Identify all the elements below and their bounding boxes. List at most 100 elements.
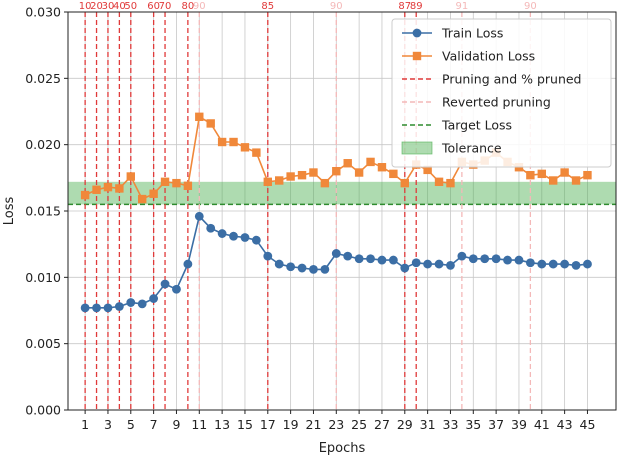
train-loss-point bbox=[263, 251, 273, 261]
train-loss-point bbox=[423, 259, 433, 269]
train-loss-point bbox=[571, 260, 581, 270]
reverted-pruning-label: 91 bbox=[456, 1, 469, 12]
train-loss-point bbox=[491, 254, 501, 264]
train-loss-point bbox=[537, 259, 547, 269]
x-tick-label: 31 bbox=[420, 417, 436, 432]
validation-loss-point bbox=[537, 169, 546, 179]
train-loss-point bbox=[503, 255, 512, 265]
pruning-event-label: 40 bbox=[113, 1, 126, 12]
train-loss-point bbox=[297, 263, 307, 273]
train-loss-point bbox=[560, 259, 570, 269]
validation-loss-point bbox=[309, 168, 318, 177]
train-loss-point bbox=[251, 235, 261, 245]
validation-loss-point bbox=[229, 137, 238, 147]
train-loss-point bbox=[240, 233, 250, 242]
train-loss-point bbox=[331, 249, 341, 258]
train-loss-point bbox=[354, 254, 364, 264]
train-loss-point bbox=[366, 254, 375, 264]
train-loss-point bbox=[434, 259, 444, 269]
x-tick-label: 7 bbox=[150, 417, 158, 432]
validation-loss-point bbox=[183, 181, 193, 190]
legend-reverted-pruning-label: Reverted pruning bbox=[442, 95, 551, 110]
y-tick-label: 0.025 bbox=[25, 71, 61, 86]
x-tick-label: 1 bbox=[81, 417, 89, 432]
pruning-event-label: 70 bbox=[159, 1, 172, 12]
series-lines bbox=[80, 112, 592, 313]
train-loss-point bbox=[343, 251, 353, 261]
axes: 1 3 5 7 9 11 13 15 17 19 21 23 25 27 29 31 33 35 37 39 41 43 4… bbox=[25, 5, 595, 433]
train-loss-point bbox=[194, 211, 204, 221]
validation-loss-point bbox=[560, 168, 569, 177]
x-tick-label: 43 bbox=[557, 417, 573, 432]
legend: Train Loss Validation Loss Pruning and % p… bbox=[391, 18, 612, 168]
validation-loss-point bbox=[160, 177, 170, 187]
validation-loss-point bbox=[80, 190, 90, 200]
train-loss-point bbox=[217, 229, 227, 238]
train-loss-point bbox=[149, 294, 159, 303]
validation-loss-point bbox=[115, 184, 124, 193]
x-tick-label: 23 bbox=[328, 417, 344, 432]
y-axis-title: Loss bbox=[2, 197, 17, 226]
train-loss-point bbox=[229, 231, 238, 241]
train-loss-point bbox=[320, 264, 330, 274]
legend-validation-loss-marker bbox=[412, 51, 422, 61]
pruning-event-label: 80 bbox=[182, 1, 195, 12]
x-tick-label: 19 bbox=[283, 417, 299, 432]
x-tick-label: 3 bbox=[104, 417, 112, 432]
train-loss-point bbox=[514, 255, 524, 265]
validation-loss-point bbox=[446, 178, 455, 188]
train-loss-point bbox=[377, 255, 387, 265]
train-loss-point bbox=[160, 279, 170, 289]
reverted-pruning-label: 90 bbox=[524, 1, 537, 12]
pruning-event-label: 30 bbox=[102, 1, 115, 12]
train-loss-point bbox=[583, 259, 592, 269]
x-tick-label: 5 bbox=[127, 417, 135, 432]
validation-loss-point bbox=[92, 185, 101, 194]
legend-target-loss-label: Target Loss bbox=[441, 118, 512, 133]
validation-loss-point bbox=[366, 157, 375, 167]
validation-loss-point bbox=[252, 148, 261, 157]
x-tick-label: 17 bbox=[260, 417, 276, 432]
x-tick-label: 27 bbox=[374, 417, 390, 432]
pruning-event-label: 87 bbox=[398, 1, 411, 12]
train-loss-point bbox=[309, 264, 318, 274]
validation-loss-point bbox=[434, 177, 444, 187]
train-loss-point bbox=[446, 260, 455, 270]
reverted-pruning-label: 90 bbox=[330, 1, 343, 12]
validation-loss-point bbox=[389, 169, 398, 179]
validation-loss-point bbox=[526, 170, 535, 180]
validation-loss-point bbox=[275, 176, 284, 185]
x-tick-label: 15 bbox=[237, 417, 253, 432]
y-tick-label: 0.000 bbox=[25, 403, 61, 418]
x-tick-label: 9 bbox=[172, 417, 180, 432]
legend-train-loss-label: Train Loss bbox=[441, 26, 503, 41]
validation-loss-point bbox=[320, 178, 330, 188]
train-loss-point bbox=[400, 263, 410, 273]
train-loss-point bbox=[137, 299, 147, 309]
x-tick-label: 29 bbox=[397, 417, 413, 432]
y-tick-label: 0.005 bbox=[25, 336, 61, 351]
validation-loss-point bbox=[549, 176, 558, 185]
train-loss-point bbox=[274, 259, 284, 269]
x-tick-label: 25 bbox=[351, 417, 367, 432]
validation-loss-point bbox=[206, 119, 215, 128]
train-loss-point bbox=[183, 259, 193, 269]
train-loss-point bbox=[103, 303, 113, 313]
x-tick-label: 41 bbox=[534, 417, 550, 432]
y-tick-label: 0.015 bbox=[25, 204, 61, 219]
train-loss-point bbox=[172, 284, 181, 294]
train-loss-point bbox=[525, 258, 535, 268]
reverted-pruning-label: 90 bbox=[193, 1, 206, 12]
legend-validation-loss-label: Validation Loss bbox=[442, 49, 535, 64]
x-tick-label: 11 bbox=[191, 417, 207, 432]
train-loss-point bbox=[411, 258, 421, 268]
tolerance-rect bbox=[68, 181, 616, 205]
validation-loss-point bbox=[297, 170, 307, 180]
validation-loss-point bbox=[195, 112, 204, 122]
y-tick-label: 0.010 bbox=[25, 270, 61, 285]
train-loss-point bbox=[457, 251, 467, 261]
validation-loss-point bbox=[172, 178, 181, 188]
train-loss-point bbox=[468, 254, 478, 264]
x-tick-label: 39 bbox=[511, 417, 527, 432]
validation-loss-point bbox=[400, 178, 409, 188]
